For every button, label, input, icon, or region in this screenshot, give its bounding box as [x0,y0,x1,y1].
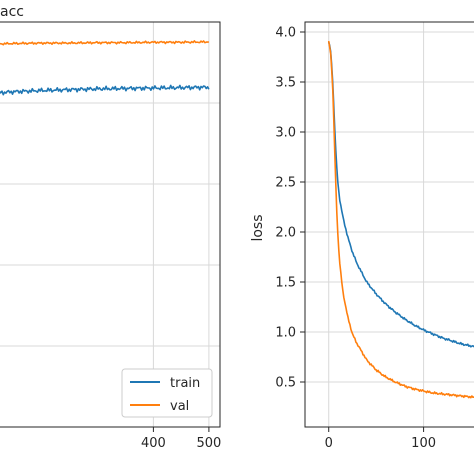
acc-x-tick-label: 500 [196,436,221,451]
acc-train-line [0,84,210,96]
loss-train-line [327,41,474,348]
loss-plot-frame [304,21,474,428]
acc-x-tick-label: 400 [141,436,166,451]
loss-ylabel: loss [250,214,266,241]
acc-plot-frame [0,21,221,428]
acc-ticks: 400 500 [141,427,221,451]
loss-grid [305,22,474,427]
loss-y-tick-label: 1.5 [275,276,296,291]
loss-ticks: 0 100 0.5 1.0 1.5 2.0 2.5 3.0 3.5 4.0 [275,26,436,452]
loss-panel: loss 0 100 0.5 1.0 1.5 2.0 2.5 3.0 3.5 4.0 [250,21,474,452]
acc-val-line [0,40,209,46]
acc-grid [0,22,220,428]
loss-y-tick-label: 2.0 [275,226,296,241]
loss-y-tick-label: 3.0 [275,126,296,141]
legend-train-label: train [170,376,200,391]
acc-legend: train val [121,368,213,418]
loss-y-tick-label: 3.5 [275,76,296,91]
loss-y-tick-label: 0.5 [275,376,296,391]
acc-series [0,40,210,96]
acc-title: acc [0,4,24,20]
loss-y-tick-label: 4.0 [275,26,296,41]
loss-y-tick-label: 1.0 [275,326,296,341]
loss-val-line [327,40,474,399]
loss-x-tick-label: 0 [325,436,333,451]
loss-series [327,40,474,399]
acc-panel: acc 400 500 train val [0,4,221,451]
loss-x-tick-label: 100 [411,436,436,451]
legend-val-label: val [170,399,189,414]
loss-y-tick-label: 2.5 [275,176,296,191]
